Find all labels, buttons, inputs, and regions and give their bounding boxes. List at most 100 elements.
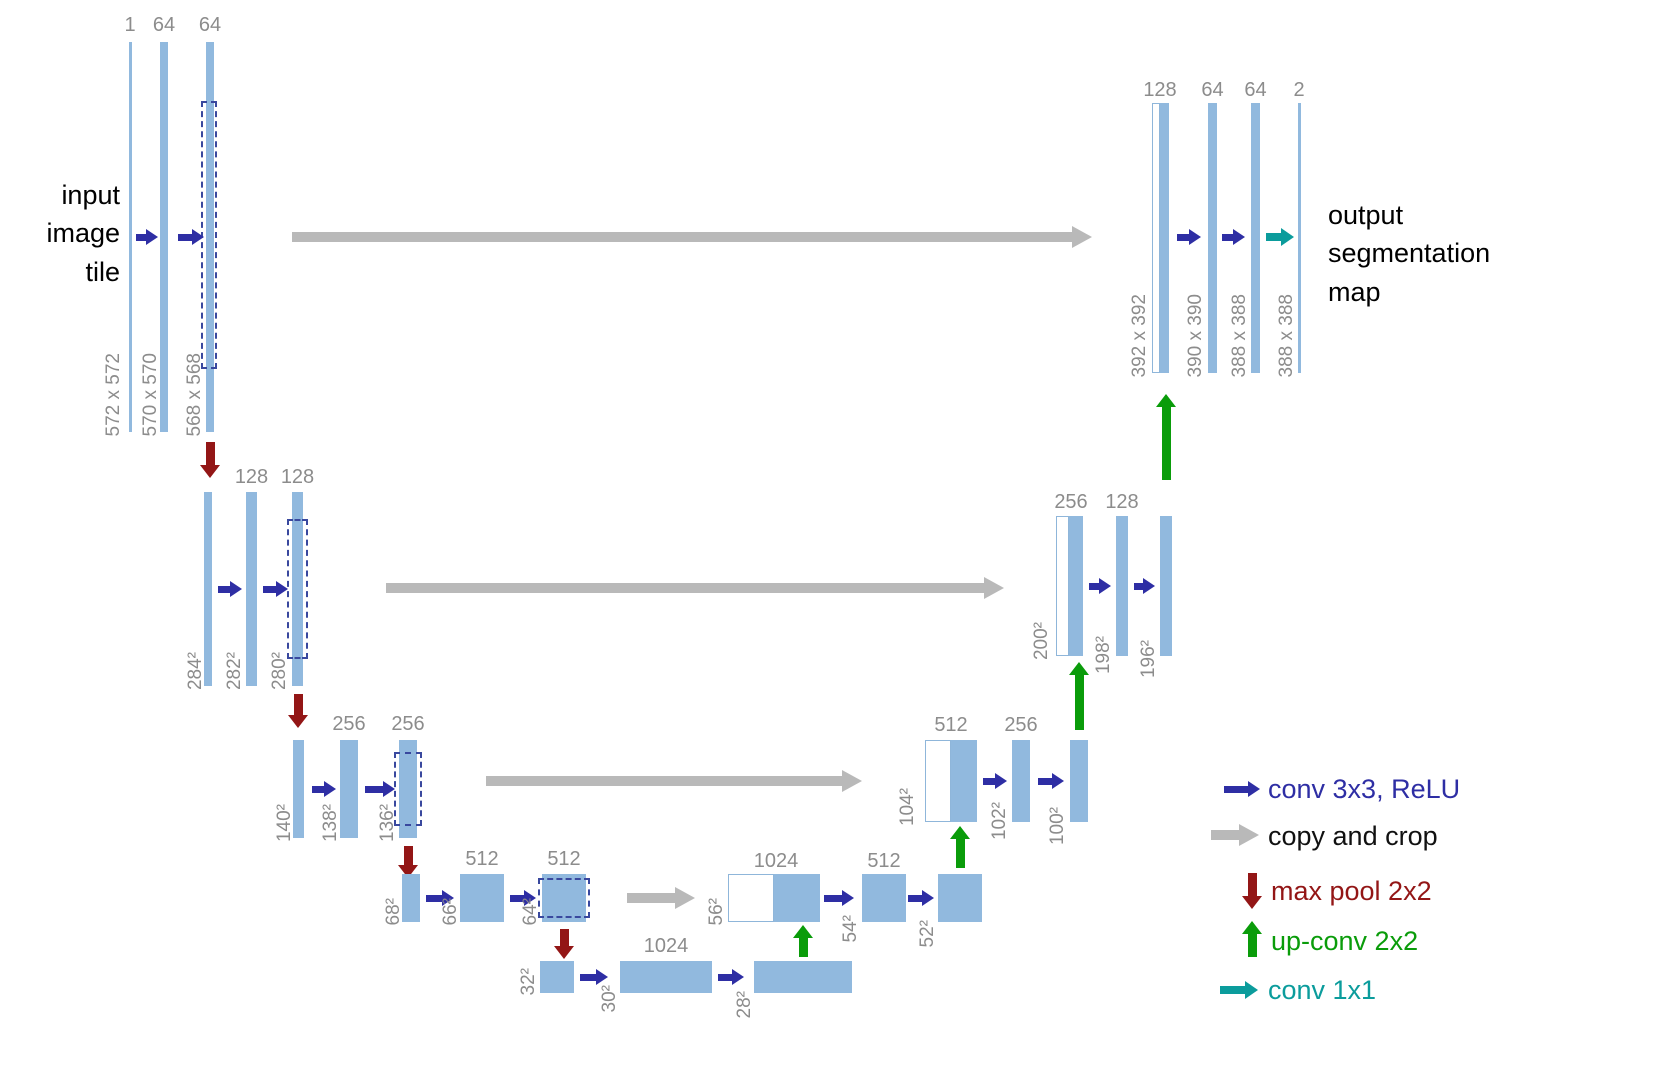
feature-map-bar (1070, 740, 1088, 822)
conv-3x3-arrow (1089, 577, 1111, 595)
size-label: 198² (1093, 635, 1114, 674)
feature-map-bar (951, 740, 977, 822)
channels-label: 64 (152, 14, 176, 36)
legend-up-conv-label: up-conv 2x2 (1271, 926, 1419, 956)
channels-label: 128 (1105, 491, 1139, 513)
feature-map-bar (1298, 103, 1301, 373)
size-label: 284² (185, 651, 206, 690)
conv-3x3-arrow (365, 780, 395, 798)
feature-map-bar (542, 874, 586, 922)
size-label: 66² (440, 897, 461, 925)
conv-3x3-arrow (1038, 772, 1064, 790)
feature-map-bar (862, 874, 906, 922)
channels-label: 512 (465, 848, 499, 870)
copy-crop-arrow (627, 887, 695, 909)
size-label: 392 x 392 (1129, 293, 1150, 377)
size-label: 68² (383, 897, 404, 925)
size-label: 572 x 572 (103, 352, 124, 436)
size-label: 200² (1031, 621, 1052, 660)
feature-map-bar (620, 961, 712, 993)
size-label: 104² (897, 787, 918, 826)
feature-map-bar (206, 42, 214, 432)
up-conv-arrow (949, 826, 971, 868)
size-label: 30² (599, 984, 620, 1012)
conv-3x3-arrow (136, 228, 158, 246)
feature-map-bar (402, 874, 420, 922)
feature-map-bar (204, 492, 212, 686)
channels-label: 256 (1004, 714, 1038, 736)
conv-3x3-arrow (510, 889, 536, 907)
channels-label: 2 (1293, 79, 1305, 101)
conv-3x3-arrow (1222, 228, 1245, 246)
size-label: 138² (320, 803, 341, 842)
legend-up-conv-arrow (1241, 921, 1263, 957)
conv-3x3-arrow (983, 772, 1007, 790)
crop-outline (538, 878, 590, 918)
size-label: 140² (274, 803, 295, 842)
conv-1x1-arrow (1266, 227, 1294, 247)
size-label: 136² (377, 803, 398, 842)
channels-label: 512 (934, 714, 968, 736)
copy-crop-arrow (386, 577, 1004, 599)
size-label: 52² (917, 919, 938, 947)
legend-conv-1x1-label: conv 1x1 (1268, 975, 1377, 1005)
feature-map-bar (1069, 516, 1083, 656)
legend-max-pool-label: max pool 2x2 (1271, 876, 1432, 906)
channels-label: 512 (867, 850, 901, 872)
channels-label: 512 (547, 848, 581, 870)
conv-3x3-arrow (580, 968, 608, 986)
copy-crop-arrow (486, 770, 862, 792)
conv-3x3-arrow (312, 780, 336, 798)
copy-crop-arrow (292, 226, 1092, 248)
channels-label: 1024 (643, 935, 689, 957)
conv-3x3-arrow (178, 228, 204, 246)
feature-map-bar (754, 961, 852, 993)
size-label: 100² (1047, 806, 1068, 845)
feature-map-bar (1012, 740, 1030, 822)
feature-map-bar (1251, 103, 1260, 373)
feature-map-bar (340, 740, 358, 838)
size-label: 196² (1138, 639, 1159, 678)
feature-map-bar (293, 740, 304, 838)
output-segmentation-map-label: output segmentation map (1328, 200, 1491, 307)
channels-label: 256 (391, 713, 425, 735)
size-label: 56² (706, 897, 727, 925)
legend-max-pool-arrow (1241, 873, 1263, 909)
legend-copy-arrow (1211, 824, 1259, 846)
size-label: 568 x 568 (184, 352, 205, 436)
channels-label: 256 (332, 713, 366, 735)
feature-map-bar (246, 492, 257, 686)
size-label: 570 x 570 (140, 352, 161, 436)
size-label: 102² (989, 801, 1010, 840)
max-pool-arrow (553, 929, 575, 959)
size-label: 390 x 390 (1185, 293, 1206, 377)
max-pool-arrow (199, 442, 221, 478)
channels-label: 1 (124, 14, 136, 36)
conv-3x3-arrow (263, 580, 288, 598)
up-conv-arrow (1155, 394, 1177, 480)
channels-label: 1024 (753, 850, 799, 872)
feature-map-bar (160, 42, 168, 432)
size-label: 388 x 388 (1276, 293, 1297, 377)
conv-3x3-arrow (718, 968, 744, 986)
up-conv-arrow (792, 925, 814, 957)
size-label: 280² (269, 651, 290, 690)
size-label: 64² (520, 897, 541, 925)
channels-label: 64 (1244, 79, 1267, 101)
channels-label: 128 (280, 466, 315, 488)
legend-copy-label: copy and crop (1268, 821, 1438, 851)
feature-map-bar (1116, 516, 1128, 656)
feature-map-bar (1160, 103, 1169, 373)
conv-3x3-arrow (908, 889, 934, 907)
max-pool-arrow (287, 694, 309, 728)
size-label: 388 x 388 (1229, 293, 1250, 377)
conv-3x3-arrow (1177, 228, 1201, 246)
copied-feature-map-bar (925, 740, 951, 822)
feature-map-bar (460, 874, 504, 922)
channels-label: 64 (1201, 79, 1224, 101)
feature-map-bar (774, 874, 820, 922)
size-label: 28² (734, 990, 755, 1018)
crop-outline (287, 519, 308, 659)
feature-map-bar (540, 961, 574, 993)
conv-3x3-arrow (1134, 577, 1155, 595)
